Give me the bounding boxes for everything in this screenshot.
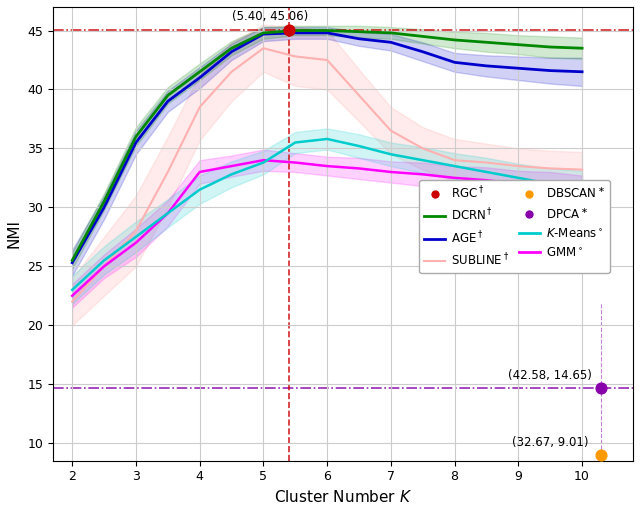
Text: (32.67, 9.01): (32.67, 9.01) xyxy=(512,436,588,449)
Text: (42.58, 14.65): (42.58, 14.65) xyxy=(508,369,592,382)
Point xyxy=(596,451,606,459)
Point xyxy=(284,26,294,34)
Point xyxy=(596,384,606,392)
Text: (5.40, 45.06): (5.40, 45.06) xyxy=(232,10,308,23)
X-axis label: Cluster Number $K$: Cluster Number $K$ xyxy=(274,489,412,505)
Legend: RGC$^\dagger$, DCRN$^\dagger$, AGE$^\dagger$, SUBLINE$^\dagger$, DBSCAN$^\ast$, : RGC$^\dagger$, DCRN$^\dagger$, AGE$^\dag… xyxy=(419,180,610,273)
Y-axis label: NMI: NMI xyxy=(7,219,22,248)
